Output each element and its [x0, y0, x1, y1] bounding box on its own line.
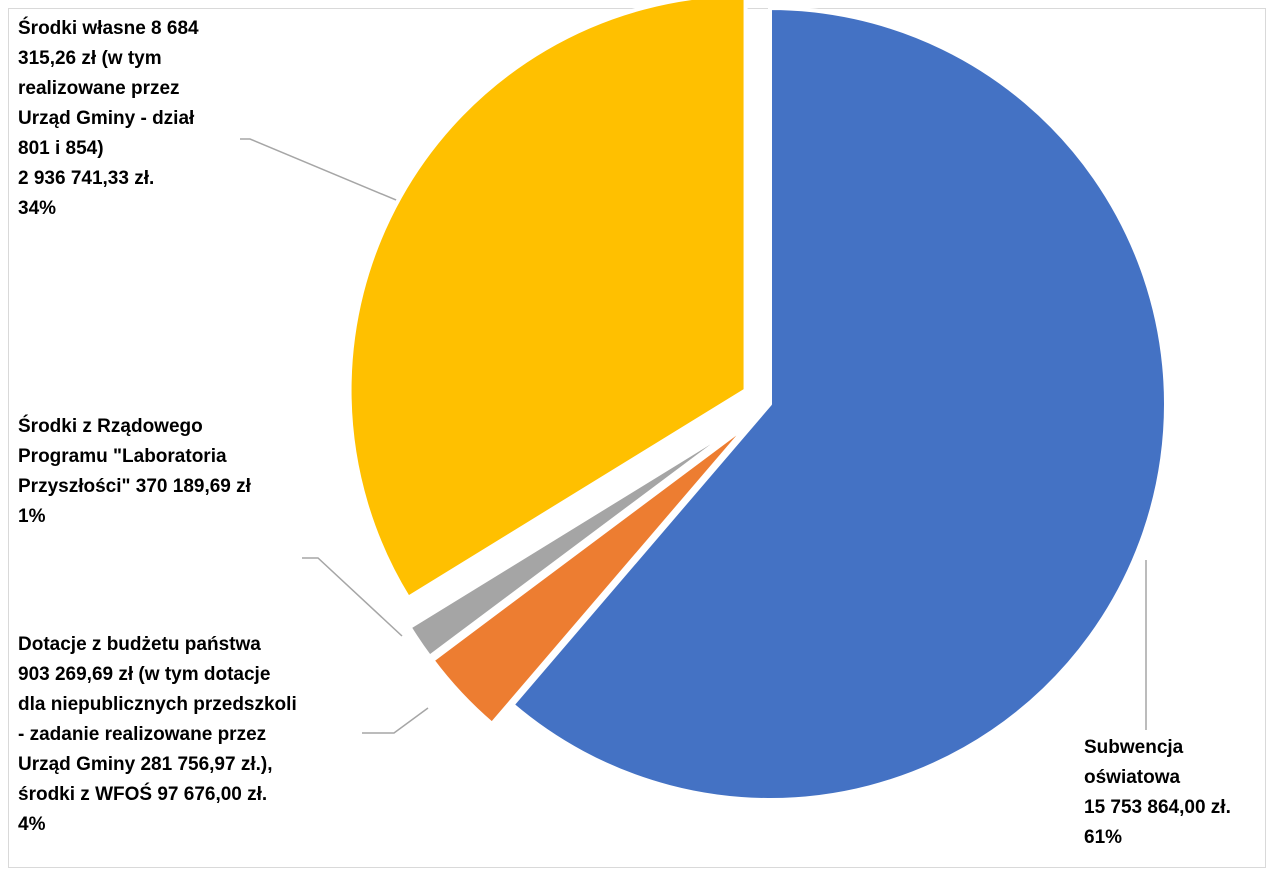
slice-laboratoria — [407, 417, 749, 659]
slice-srodki-wlasne — [347, 0, 748, 600]
data-label-laboratoria: Środki z Rządowego Programu "Laboratoria… — [18, 416, 251, 527]
leader-line-dotacje — [362, 707, 429, 734]
leader-line-srodki-wlasne — [240, 138, 421, 211]
leader-line-laboratoria — [302, 557, 403, 637]
leader-lines — [240, 138, 1147, 734]
pie-slices — [347, 0, 1168, 802]
data-label-subwencja: Subwencja oświatowa 15 753 864,00 zł. 61… — [1084, 737, 1231, 848]
slice-subwencja — [510, 6, 1168, 802]
slice-dotacje — [430, 421, 752, 726]
data-label-srodki-wlasne: Środki własne 8 684 315,26 zł (w tym rea… — [18, 18, 199, 219]
data-label-dotacje: Dotacje z budżetu państwa 903 269,69 zł … — [18, 634, 297, 835]
